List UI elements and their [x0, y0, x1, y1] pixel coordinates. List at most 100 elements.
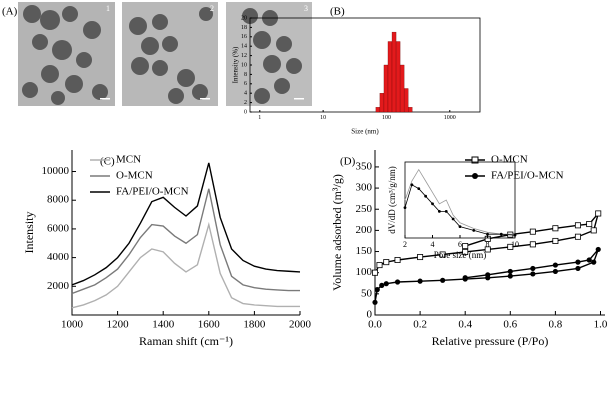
- chart: 1 10 100 1000 0 2 4 6 8 10 12 14 16 18 20 Size (nm) Inte…: [232, 15, 481, 136]
- series-line: [374, 248, 599, 303]
- marker: [575, 259, 581, 265]
- marker: [451, 217, 455, 221]
- marker: [371, 269, 378, 276]
- legend-marker: [471, 156, 479, 164]
- y-tick-label: 200: [356, 224, 373, 236]
- marker: [507, 268, 513, 275]
- x-tick-label: 1.0: [594, 318, 608, 330]
- x-tick-label: 0.0: [368, 318, 382, 330]
- bar: [408, 107, 413, 113]
- marker: [458, 225, 462, 229]
- chart: 2 4 6 8 10 Pore size (nm) dV/dD (cm³/g/nm): [387, 161, 519, 260]
- panel-label: (C): [100, 156, 115, 168]
- bar: [383, 64, 389, 113]
- marker: [417, 278, 423, 284]
- y-tick-label: 20: [241, 15, 247, 21]
- marker: [552, 262, 558, 268]
- panel-label: (B): [330, 6, 345, 18]
- legend-label: FA/PEI/O-MCN: [491, 170, 564, 182]
- x-tick-label: 1200: [107, 318, 130, 330]
- bar: [395, 41, 401, 113]
- chart: 1000 1200 1400 1600 1800 2000 2000 4000 6000 8000…: [22, 150, 312, 348]
- x-tick-label: 0.8: [549, 318, 563, 330]
- y-tick-label: 10000: [42, 165, 70, 177]
- marker: [507, 273, 513, 279]
- bar: [387, 41, 393, 113]
- series-line: [71, 221, 300, 309]
- bar: [379, 93, 385, 113]
- series-line: [404, 168, 515, 235]
- marker: [574, 222, 581, 229]
- marker: [376, 262, 383, 269]
- legend-label: O-MCN: [116, 170, 153, 182]
- y-tick-label: 2000: [47, 280, 70, 292]
- x-tick-label: 100: [382, 115, 391, 121]
- series-line: [71, 188, 300, 295]
- marker: [417, 187, 421, 191]
- y-tick-label: 4: [244, 91, 247, 97]
- legend-label: MCN: [116, 154, 141, 166]
- y-tick-label: 10: [241, 62, 247, 68]
- marker: [383, 281, 389, 287]
- x-tick-label: 10: [320, 115, 326, 121]
- marker: [379, 282, 385, 288]
- x-tick-label: 2: [403, 240, 407, 249]
- x-tick-label: 1400: [152, 318, 175, 330]
- marker: [499, 232, 503, 236]
- y-tick-label: 14: [241, 44, 247, 50]
- axis-line: [71, 150, 300, 316]
- y-tick-label: 8: [244, 72, 247, 78]
- marker: [462, 243, 469, 250]
- marker: [437, 210, 441, 213]
- marker: [574, 233, 581, 240]
- y-tick-label: 100: [356, 266, 373, 278]
- bar: [391, 31, 397, 113]
- marker: [485, 272, 491, 278]
- x-tick-label: 8: [486, 240, 490, 249]
- x-axis-label: Raman shift (cm⁻¹): [139, 334, 233, 348]
- x-tick-label: 1000: [61, 318, 84, 330]
- marker: [530, 271, 536, 277]
- marker: [372, 299, 378, 305]
- marker: [591, 259, 597, 265]
- marker: [431, 202, 434, 206]
- marker: [529, 241, 536, 248]
- bar: [399, 64, 405, 113]
- x-axis-label: Relative pressure (P/Po): [432, 334, 549, 348]
- y-tick-label: 8000: [47, 194, 70, 206]
- x-tick-label: 0.2: [413, 318, 427, 330]
- marker: [440, 277, 446, 283]
- y-tick-label: 6000: [47, 222, 70, 234]
- marker: [552, 237, 559, 244]
- y-axis-label: Intensity: [22, 212, 36, 254]
- marker: [403, 206, 407, 210]
- marker: [586, 221, 593, 228]
- x-tick-label: 2000: [289, 318, 312, 330]
- y-tick-label: 350: [356, 160, 373, 172]
- marker: [383, 259, 390, 266]
- image-label: 2: [210, 4, 214, 13]
- y-tick-label: 250: [356, 203, 373, 215]
- tem-images: [18, 2, 312, 106]
- y-tick-label: 300: [356, 182, 373, 194]
- legend-marker: [472, 173, 478, 179]
- marker: [462, 248, 469, 255]
- marker: [424, 194, 428, 198]
- legend-label: FA/PEI/O-MCN: [116, 186, 189, 198]
- x-tick-label: 6: [458, 240, 462, 249]
- y-tick-label: 18: [241, 25, 247, 31]
- series-line: [71, 162, 301, 286]
- y-tick-label: 150: [356, 245, 373, 257]
- marker: [552, 225, 559, 232]
- image-label: 3: [304, 4, 308, 13]
- marker: [394, 256, 401, 263]
- y-tick-label: 12: [241, 53, 247, 59]
- y-axis-label: Intensity (%): [232, 46, 240, 83]
- marker: [575, 265, 581, 272]
- legend-label: O-MCN: [491, 154, 528, 166]
- y-tick-label: 0: [367, 309, 373, 321]
- x-axis-label: Pore size (nm): [434, 250, 486, 260]
- y-tick-label: 6: [244, 81, 247, 87]
- x-axis-label: Size (nm): [351, 128, 379, 136]
